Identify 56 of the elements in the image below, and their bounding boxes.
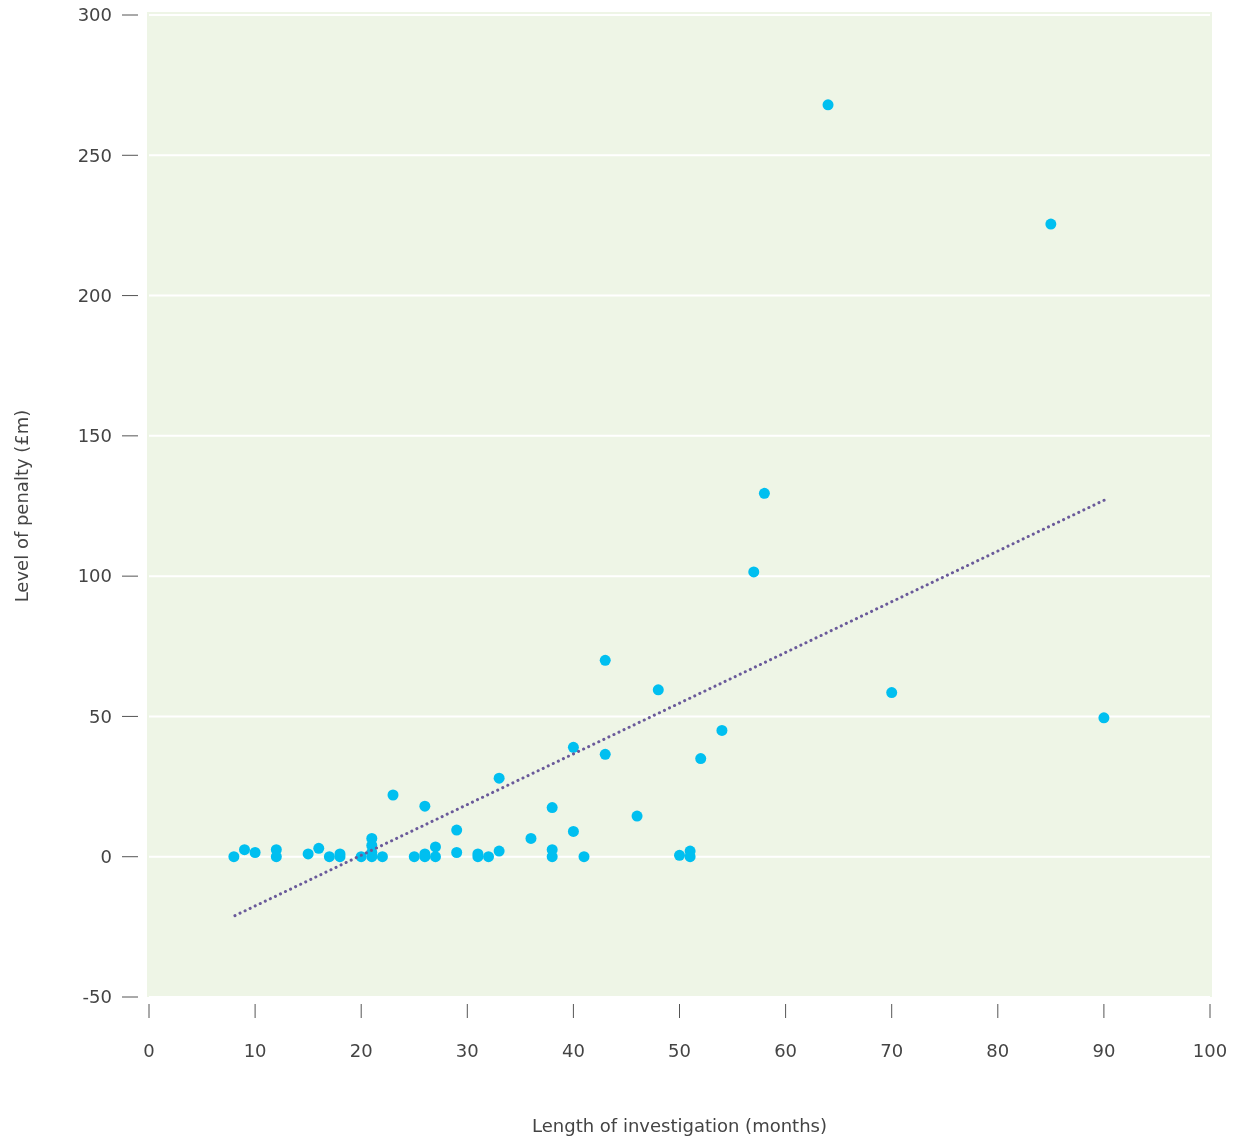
y-tick-label: 0 <box>100 846 112 868</box>
y-tick-label: 150 <box>77 425 112 447</box>
point <box>1098 712 1110 724</box>
y-tick-label: 250 <box>77 144 112 166</box>
point <box>886 687 898 699</box>
y-tick-label: 50 <box>89 705 112 727</box>
x-tick-label: 40 <box>561 1040 585 1061</box>
point <box>716 724 728 736</box>
point <box>483 851 495 863</box>
point <box>249 847 261 859</box>
x-tick-label: 10 <box>243 1040 267 1061</box>
point <box>631 810 643 822</box>
point <box>567 825 579 837</box>
point <box>567 741 579 753</box>
point <box>695 753 707 765</box>
point <box>546 802 558 814</box>
point <box>238 844 250 856</box>
point <box>748 566 760 578</box>
point <box>599 748 611 760</box>
point <box>323 851 335 863</box>
point <box>493 845 505 857</box>
point <box>302 848 314 860</box>
point <box>408 851 420 863</box>
y-axis-title: Level of penalty (£m) <box>11 409 32 603</box>
point <box>493 772 505 784</box>
y-tick-label: 200 <box>77 284 112 306</box>
point <box>599 654 611 666</box>
x-tick-label: 100 <box>1192 1040 1228 1061</box>
x-tick-label: 80 <box>986 1040 1010 1061</box>
point <box>228 851 240 863</box>
point <box>525 832 537 844</box>
point <box>387 789 399 801</box>
y-tick-label: -50 <box>82 986 112 1008</box>
point <box>674 849 685 861</box>
point <box>419 800 431 812</box>
x-tick-label: 50 <box>668 1040 691 1061</box>
point <box>822 99 834 111</box>
point <box>429 851 441 863</box>
y-tick-label: 300 <box>77 4 112 26</box>
point <box>451 824 463 836</box>
x-tick-label: 30 <box>455 1040 479 1061</box>
point <box>451 847 463 859</box>
point <box>1045 218 1057 230</box>
point <box>652 684 664 696</box>
point <box>758 487 770 499</box>
x-tick-label: 20 <box>349 1040 373 1061</box>
x-tick-label: 70 <box>880 1040 904 1061</box>
point <box>429 841 441 853</box>
y-tick-label: 100 <box>77 565 112 587</box>
point <box>313 842 325 854</box>
x-tick-label: 90 <box>1092 1040 1116 1061</box>
x-tick-label: 0 <box>143 1040 155 1061</box>
x-tick-label: 60 <box>774 1040 798 1061</box>
x-axis-title: Length of investigation (months) <box>532 1115 827 1136</box>
point <box>376 851 388 863</box>
point <box>578 851 590 863</box>
